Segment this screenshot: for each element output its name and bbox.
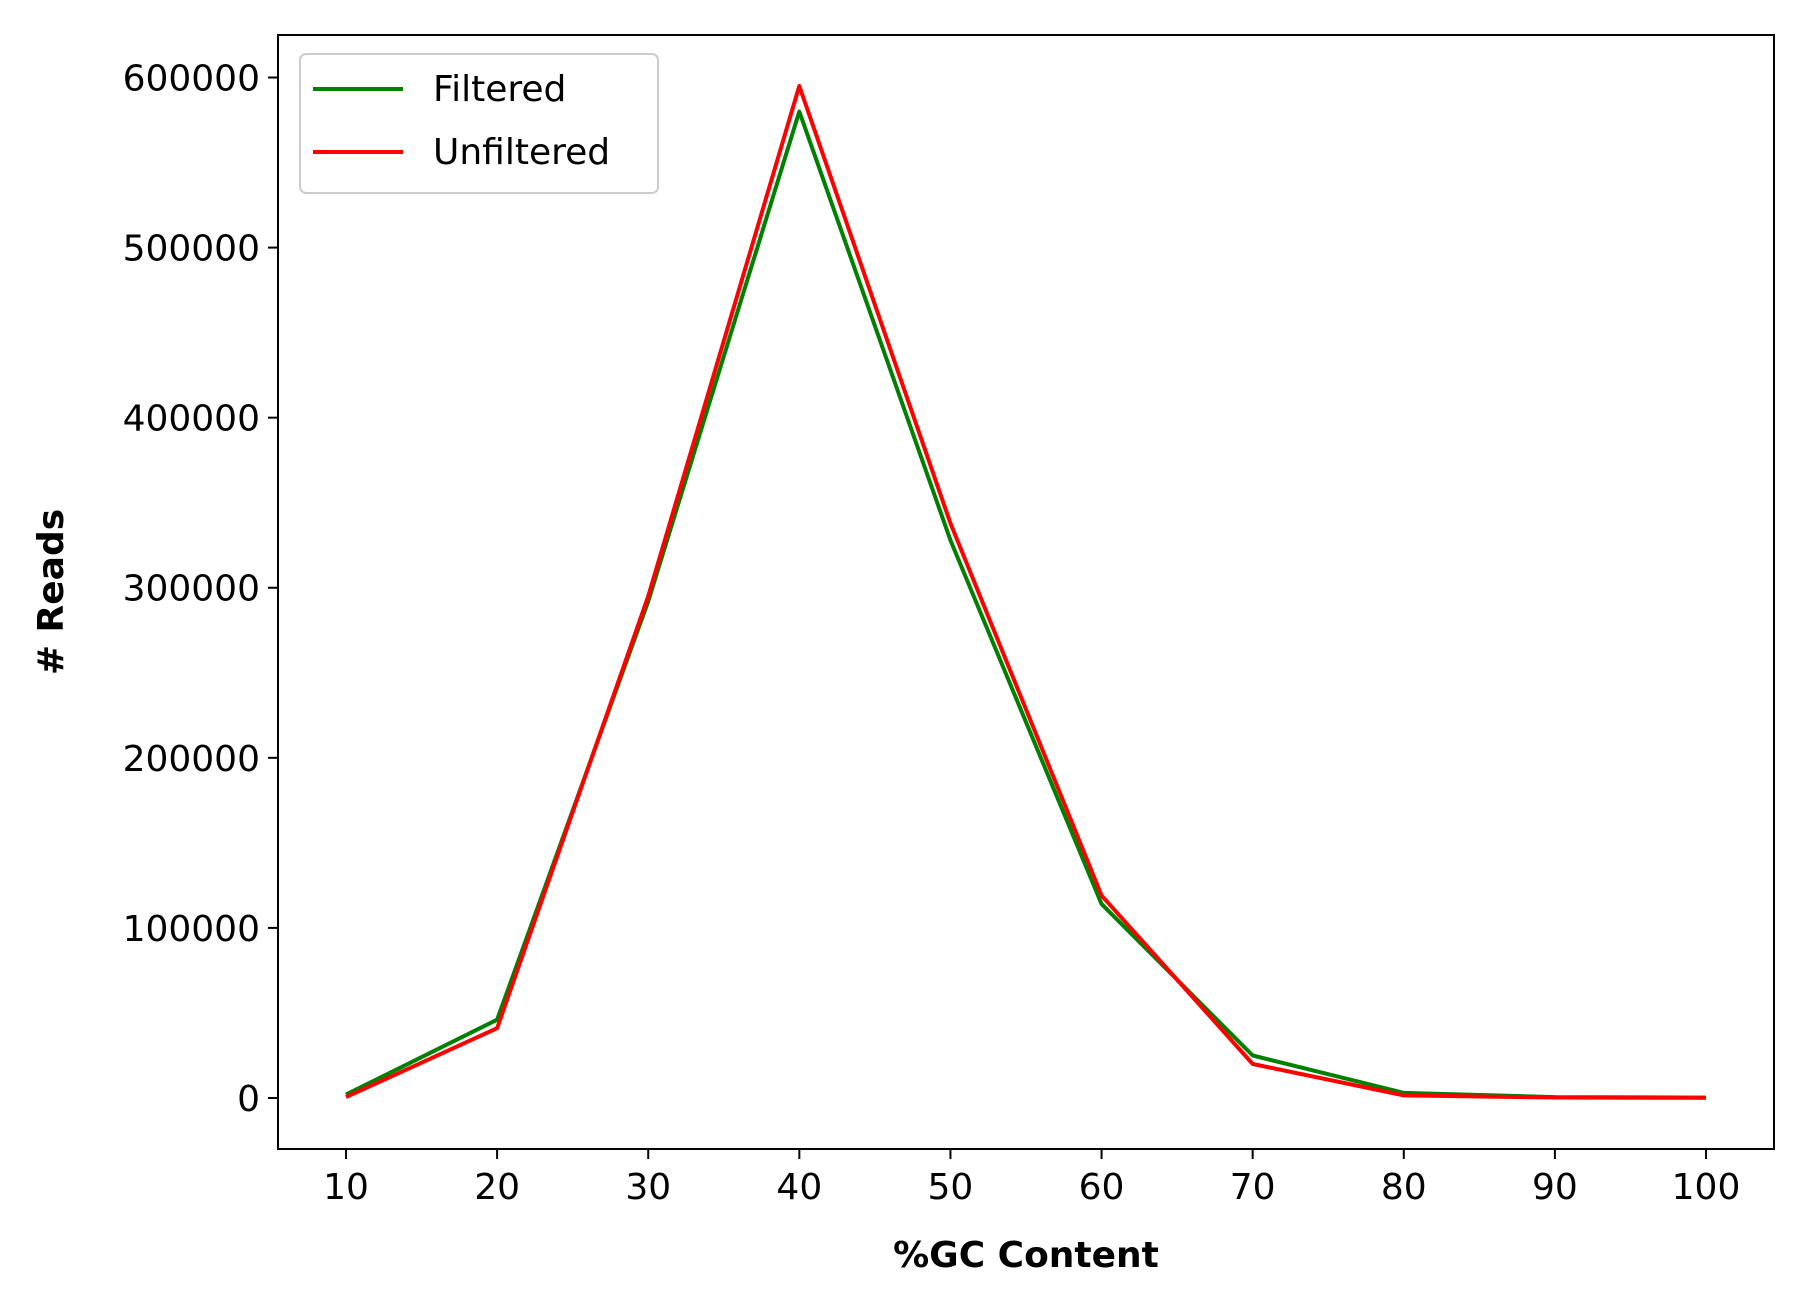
x-tick-label: 30 <box>625 1167 671 1208</box>
x-axis-ticks: 10 20 30 40 50 60 70 80 90 100 <box>323 1149 1740 1208</box>
x-tick-label: 80 <box>1381 1167 1427 1208</box>
x-tick-label: 50 <box>928 1167 974 1208</box>
y-tick-label: 100000 <box>123 909 260 950</box>
y-tick-label: 400000 <box>123 399 260 440</box>
x-tick-label: 90 <box>1532 1167 1578 1208</box>
series-line-unfiltered <box>345 84 1707 1100</box>
legend-label-unfiltered: Unfiltered <box>433 132 610 173</box>
y-tick-label: 600000 <box>123 59 260 100</box>
y-tick-label: 200000 <box>123 739 260 780</box>
x-tick-label: 10 <box>323 1167 369 1208</box>
x-tick-label: 100 <box>1672 1167 1741 1208</box>
y-axis-ticks: 0 100000 200000 300000 400000 500000 600000 <box>123 59 278 1120</box>
legend-label-filtered: Filtered <box>433 69 566 110</box>
series-lines <box>345 84 1707 1100</box>
y-tick-label: 300000 <box>123 569 260 610</box>
x-tick-label: 40 <box>776 1167 822 1208</box>
y-tick-label: 500000 <box>123 229 260 270</box>
y-axis-label: # Reads <box>31 509 72 675</box>
plot-area-frame <box>277 34 1775 1150</box>
x-axis-label: %GC Content <box>893 1235 1159 1276</box>
y-tick-label: 0 <box>237 1079 260 1120</box>
legend: Filtered Unfiltered <box>299 53 659 194</box>
x-tick-label: 60 <box>1079 1167 1125 1208</box>
x-tick-label: 70 <box>1230 1167 1276 1208</box>
x-tick-label: 20 <box>474 1167 520 1208</box>
